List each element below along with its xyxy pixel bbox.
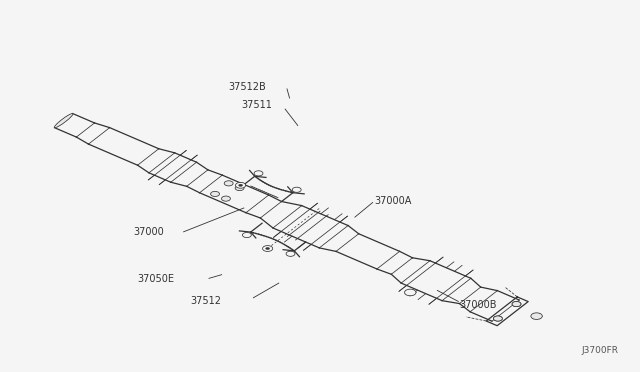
Text: J3700FR: J3700FR xyxy=(581,346,618,355)
Text: 37000A: 37000A xyxy=(374,196,412,206)
Circle shape xyxy=(221,196,230,201)
Circle shape xyxy=(404,289,416,296)
Circle shape xyxy=(224,181,233,186)
Circle shape xyxy=(211,191,220,196)
Circle shape xyxy=(235,186,244,190)
Circle shape xyxy=(239,184,243,186)
Circle shape xyxy=(512,301,521,307)
Text: 37000: 37000 xyxy=(134,227,164,237)
Circle shape xyxy=(266,247,269,250)
Ellipse shape xyxy=(54,113,73,128)
Text: 37512: 37512 xyxy=(191,296,221,307)
Text: 37050E: 37050E xyxy=(137,275,174,285)
Text: 37512B: 37512B xyxy=(228,82,266,92)
Circle shape xyxy=(493,316,502,321)
Circle shape xyxy=(531,313,542,320)
Circle shape xyxy=(236,182,246,188)
Text: 37511: 37511 xyxy=(241,100,273,110)
Circle shape xyxy=(243,232,252,238)
Circle shape xyxy=(262,246,273,251)
Circle shape xyxy=(292,187,301,192)
Circle shape xyxy=(286,251,295,256)
Circle shape xyxy=(512,301,521,307)
Circle shape xyxy=(254,171,263,176)
Circle shape xyxy=(493,316,502,321)
Text: 37000B: 37000B xyxy=(460,300,497,310)
